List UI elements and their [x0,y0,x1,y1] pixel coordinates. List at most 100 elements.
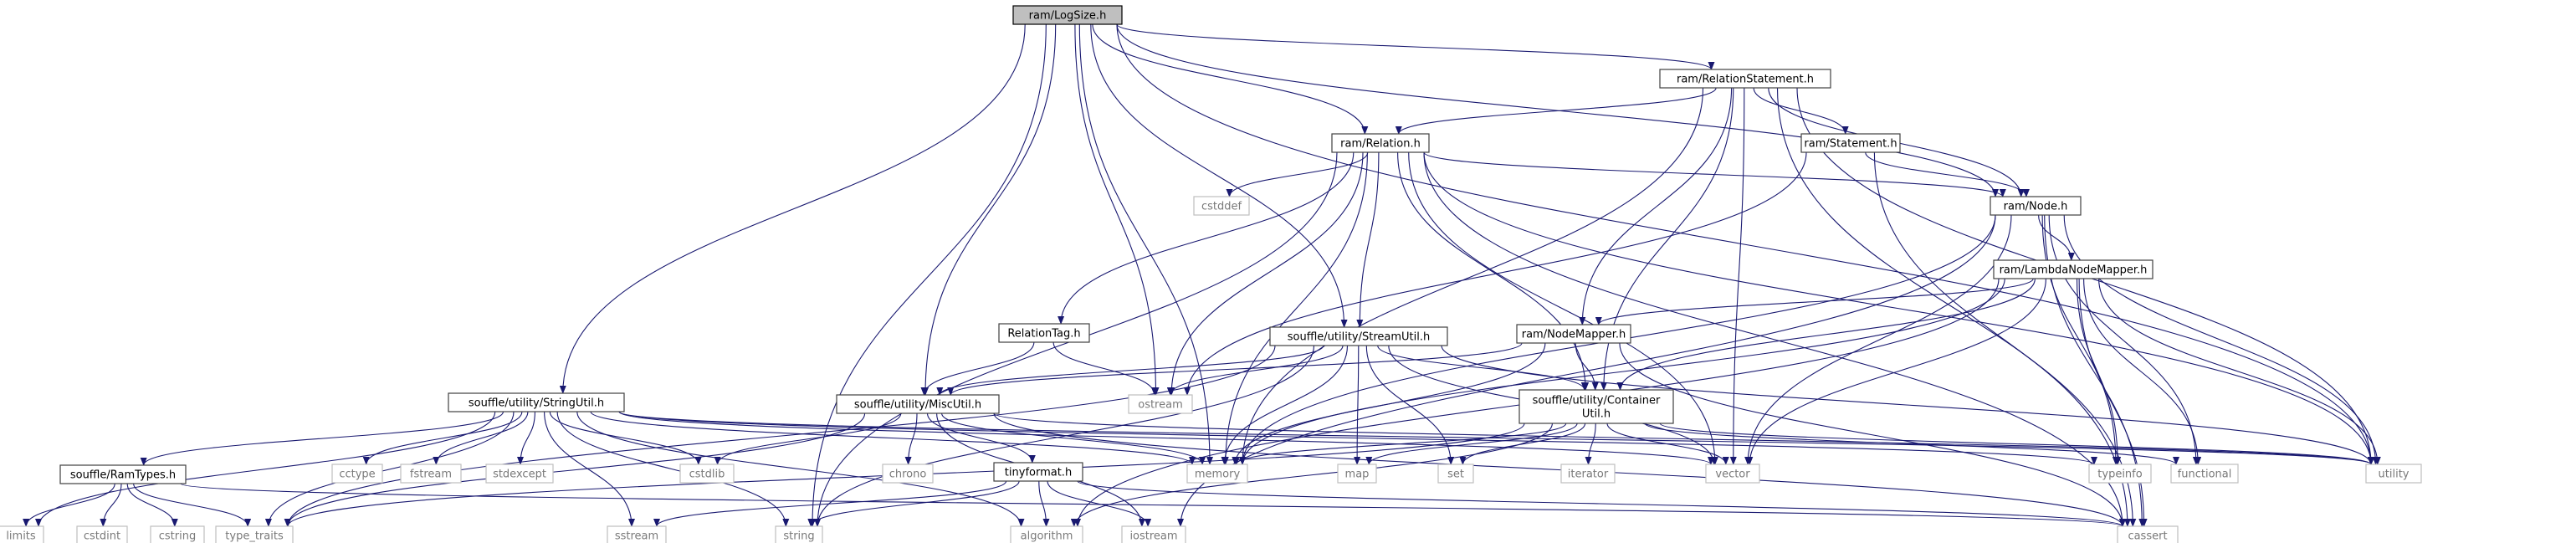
node-box-lambda [1993,259,2153,279]
edge-statement-to-ostream [1184,151,1807,396]
edge-stringutil-to-typeinfo [618,411,2097,465]
edge-containerutil-to-iterator [1585,423,1596,465]
edge-relstmt-to-cassert [1776,87,2131,527]
edge-statement-to-cassert [1873,151,2137,527]
node-functional: functional [2170,464,2239,484]
edge-ramtypes-to-type_traits [133,483,252,527]
edge-stringutil-to-algorithm [576,411,1025,527]
node-label-fstream: fstream [410,469,452,481]
node-label-node: ram/Node.h [2004,201,2068,213]
edge-miscutil-to-cstdlib [714,412,902,465]
edge-stringutil-to-limits [35,411,496,527]
node-statement[interactable]: ram/Statement.h [1800,133,1901,153]
node-label-type_traits: type_traits [225,530,284,543]
node-box-algorithm [1010,525,1083,543]
node-type_traits: type_traits [215,525,294,543]
edge-relation-to-vector [1408,151,1718,465]
edge-relstmt-to-statement [1753,87,1849,135]
node-ostream: ostream [1128,394,1193,414]
node-label-iostream: iostream [1129,530,1177,543]
node-map: map [1337,464,1377,484]
edge-containerutil-to-map [1365,423,1578,465]
edge-relstmt-to-nodemapper [1579,87,1733,325]
edge-logsize-to-streamutil [1090,23,1348,328]
edge-relstmt-to-memory [1239,87,1704,465]
node-sstream: sstream [607,525,667,543]
edge-relation-to-memory [1221,151,1368,465]
node-chrono: chrono [882,464,934,484]
node-streamutil[interactable]: souffle/utility/StreamUtil.h [1269,326,1448,346]
node-tinyformat[interactable]: tinyformat.h [993,462,1083,482]
edge-containerutil-to-set [1459,423,1586,465]
node-box-streamutil [1269,326,1448,346]
edge-nodemapper-to-cassert [1619,342,2126,527]
node-box-cstddef [1193,196,1250,216]
node-box-ramtypes [59,464,187,484]
node-label-cstdlib: cstdlib [689,469,725,481]
edge-node-to-typeinfo [2041,214,2119,465]
node-label-chrono: chrono [889,469,927,481]
node-box-ostream [1128,394,1193,414]
node-cstring: cstring [150,525,205,543]
node-memory: memory [1186,464,1248,484]
node-label-containerutil-line-2: Util.h [1582,408,1611,421]
node-label-cstring: cstring [159,530,196,543]
node-vector: vector [1705,464,1760,484]
node-label-cstdint: cstdint [84,530,120,543]
node-label-logsize: ram/LogSize.h [1029,10,1107,23]
edge-streamutil-to-ostream [1166,345,1344,396]
node-label-memory: memory [1195,469,1241,481]
node-reltag[interactable]: RelationTag.h [998,323,1090,343]
node-box-stdexcept [485,464,554,484]
edge-streamutil-to-miscutil [936,345,1324,396]
node-label-map: map [1345,469,1370,481]
edge-relation-to-cassert [1423,151,2126,527]
edge-lambda-to-vector [1746,278,2046,465]
node-lambda[interactable]: ram/LambdaNodeMapper.h [1993,259,2153,279]
edge-streamutil-to-utility [1441,345,2374,465]
edge-stringutil-to-cctype [362,411,523,465]
node-label-streamutil: souffle/utility/StreamUtil.h [1288,331,1431,344]
edge-tinyformat-to-algorithm [1038,480,1050,527]
node-label-iterator: iterator [1568,469,1609,481]
node-limits: limits [0,525,44,543]
edge-relstmt-to-vector [1729,87,1745,465]
node-label-cassert: cassert [2128,530,2167,543]
edge-relation-to-reltag [1058,151,1355,325]
node-label-sstream: sstream [615,530,658,543]
node-box-nodemapper [1516,324,1631,344]
node-box-miscutil [836,394,1000,414]
edge-containerutil-to-algorithm [1070,423,1553,527]
node-layer: ram/LogSize.h ram/RelationStatement.h ram/… [0,5,2422,543]
node-relation[interactable]: ram/Relation.h [1331,133,1430,153]
node-box-logsize [1012,5,1123,25]
node-label-limits: limits [6,530,36,543]
node-label-statement: ram/Statement.h [1804,138,1897,151]
node-node[interactable]: ram/Node.h [1990,196,2082,216]
edge-logsize-to-memory [1078,23,1213,465]
node-box-statement [1800,133,1901,153]
edge-ramtypes-to-cstdint [100,483,122,527]
edge-logsize-to-node [1116,23,1999,197]
edge-miscutil-to-tinyformat [926,412,1036,464]
edge-tinyformat-to-sstream [653,480,1007,527]
node-ramtypes[interactable]: souffle/RamTypes.h [59,464,187,484]
node-logsize[interactable]: ram/LogSize.h [1012,5,1123,25]
node-box-utility [2365,464,2422,484]
node-nodemapper[interactable]: ram/NodeMapper.h [1516,324,1631,344]
node-box-containerutil [1518,389,1674,424]
edge-relation-to-node [1423,151,2006,197]
edge-stringutil-to-utility [618,411,2374,465]
node-utility: utility [2365,464,2422,484]
node-box-cstdint [76,525,128,543]
node-stringutil[interactable]: souffle/utility/StringUtil.h [448,392,625,412]
edge-stringutil-to-fstream [433,411,529,465]
node-box-relation [1331,133,1430,153]
node-relstmt[interactable]: ram/RelationStatement.h [1659,69,1831,89]
edge-stringutil-to-stdexcept [517,411,535,465]
node-box-node [1990,196,2082,216]
node-box-vector [1705,464,1760,484]
node-miscutil[interactable]: souffle/utility/MiscUtil.h [836,394,1000,414]
